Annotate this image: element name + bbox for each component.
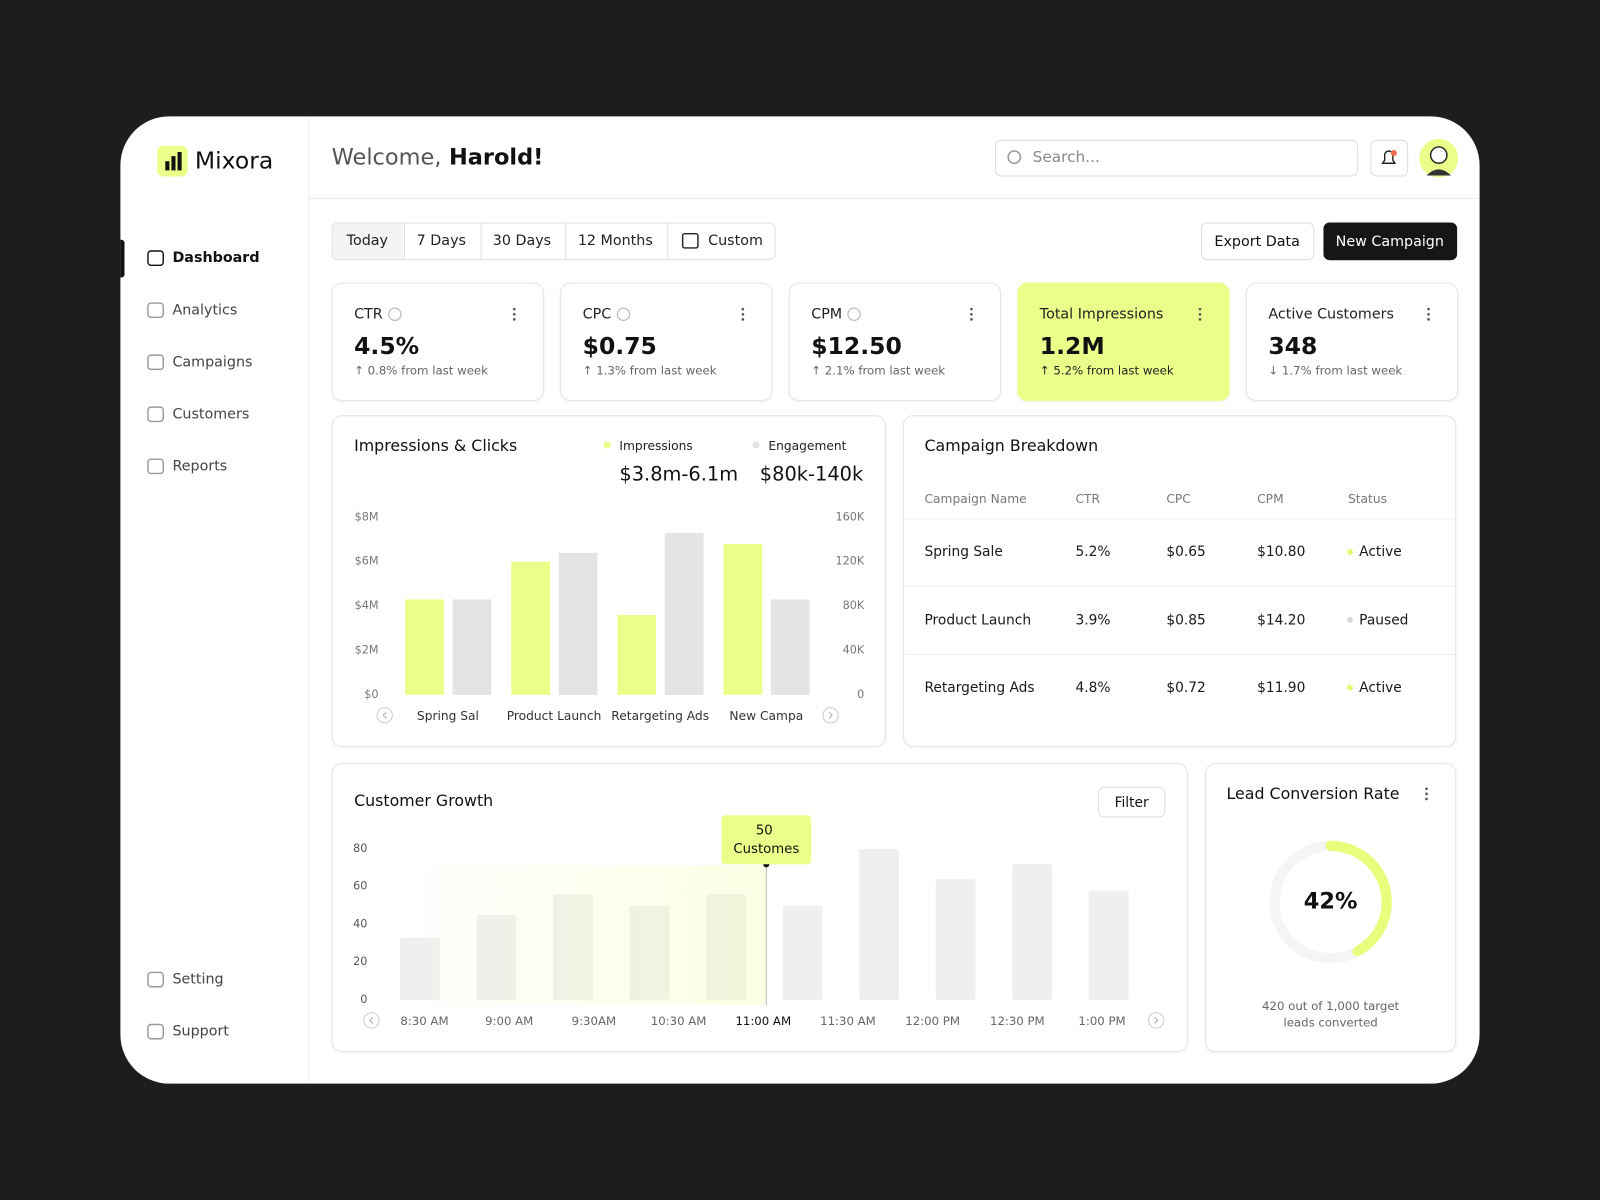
table-cell: $14.20 — [1257, 611, 1306, 629]
new-campaign-button[interactable] — [1323, 222, 1458, 261]
kpi-label: CTR — [354, 306, 383, 323]
range-label: 12 Months — [577, 232, 653, 249]
column-header: CPC — [1166, 491, 1191, 507]
row-divider — [904, 518, 1456, 520]
export-button[interactable] — [1201, 222, 1315, 261]
greeting: Welcome, — [331, 144, 442, 171]
header-divider — [308, 197, 1480, 199]
range-label: Today — [346, 232, 389, 249]
nav-item[interactable]: Support — [172, 1023, 229, 1040]
kpi-value: 348 — [1268, 333, 1318, 361]
table-cell: $0.65 — [1166, 543, 1206, 561]
kpi-value: $12.50 — [811, 333, 902, 361]
filter-button[interactable] — [1097, 786, 1166, 818]
nav-item[interactable]: Analytics — [172, 302, 238, 319]
column-header: CPM — [1257, 491, 1284, 507]
table-cell: Paused — [1359, 611, 1409, 629]
table-cell: $0.72 — [1166, 679, 1206, 696]
column-header: Campaign Name — [924, 491, 1027, 507]
range-option[interactable] — [667, 223, 775, 260]
range-option[interactable] — [404, 223, 480, 260]
user-name: Harold! — [448, 144, 544, 171]
kpi-value: 4.5% — [354, 333, 420, 361]
table-card — [903, 415, 1457, 747]
row-divider — [904, 654, 1456, 656]
nav-item[interactable]: Dashboard — [172, 249, 260, 267]
range-option[interactable] — [332, 223, 404, 260]
kpi-label: Active Customers — [1268, 306, 1394, 323]
kpi-change: ↑ 1.3% from last week — [582, 363, 717, 378]
legend-range: $80k-140k — [759, 463, 864, 486]
table-cell: $11.90 — [1257, 679, 1306, 696]
table-cell: Retargeting Ads — [924, 679, 1035, 696]
logo-icon — [157, 145, 188, 177]
export-label: Export Data — [1214, 233, 1300, 250]
card-title: Lead Conversion Rate — [1226, 784, 1400, 804]
kpi-label: CPM — [811, 306, 843, 323]
filter-label: Filter — [1114, 794, 1149, 812]
range-group — [331, 222, 776, 261]
kpi-label: CPC — [582, 306, 612, 323]
nav-item[interactable]: Campaigns — [172, 354, 253, 371]
brand: Mixora — [194, 147, 274, 175]
sidebar-divider — [308, 116, 310, 1084]
kpi-value: $0.75 — [582, 333, 657, 361]
legend-range: $3.8m-6.1m — [619, 463, 739, 486]
kpi-change: ↑ 2.1% from last week — [811, 363, 946, 378]
kpi-value: 1.2M — [1039, 333, 1105, 361]
table-cell: Active — [1359, 543, 1402, 561]
search-placeholder: Search... — [1032, 147, 1100, 167]
kpi-label: Total Impressions — [1039, 306, 1164, 323]
table-title: Campaign Breakdown — [924, 436, 1099, 456]
kpi-change: ↑ 5.2% from last week — [1039, 363, 1174, 378]
column-header: Status — [1347, 491, 1387, 507]
legend-label: Engagement — [768, 438, 847, 454]
kpi-change: ↓ 1.7% from last week — [1268, 363, 1403, 378]
table-cell: $10.80 — [1257, 543, 1306, 561]
kpi-card — [331, 282, 544, 402]
lead-caption: 420 out of 1,000 target leads converted — [1262, 998, 1400, 1030]
row-divider — [904, 585, 1456, 587]
legend-label: Impressions — [619, 438, 693, 454]
kpi-card — [560, 282, 773, 402]
kpi-card — [1245, 282, 1459, 402]
range-option[interactable] — [565, 223, 666, 260]
nav-item[interactable]: Reports — [172, 458, 228, 475]
kpi-change: ↑ 0.8% from last week — [354, 363, 488, 378]
range-option[interactable] — [480, 223, 565, 260]
range-label: 30 Days — [492, 232, 552, 249]
table-cell: Spring Sale — [924, 543, 1003, 561]
table-cell: 4.8% — [1075, 679, 1111, 696]
table-cell: $0.85 — [1166, 611, 1206, 629]
kpi-card — [1017, 282, 1230, 402]
column-header: CTR — [1075, 491, 1101, 507]
chart-title: Impressions & Clicks — [354, 436, 518, 456]
bell-button[interactable] — [1370, 139, 1409, 177]
range-label: Custom — [708, 232, 763, 249]
table-cell: 5.2% — [1075, 543, 1111, 561]
search-box[interactable] — [994, 139, 1359, 177]
new-campaign-label: New Campaign — [1335, 233, 1444, 250]
range-label: 7 Days — [416, 232, 466, 249]
nav-item[interactable]: Setting — [172, 971, 224, 988]
table-cell: Product Launch — [924, 611, 1032, 629]
table-cell: Active — [1359, 679, 1402, 696]
chart-title: Customer Growth — [354, 791, 494, 811]
nav-active-bar — [120, 239, 125, 278]
table-cell: 3.9% — [1075, 611, 1111, 629]
nav-item[interactable]: Customers — [172, 406, 250, 423]
kpi-card — [788, 282, 1002, 402]
